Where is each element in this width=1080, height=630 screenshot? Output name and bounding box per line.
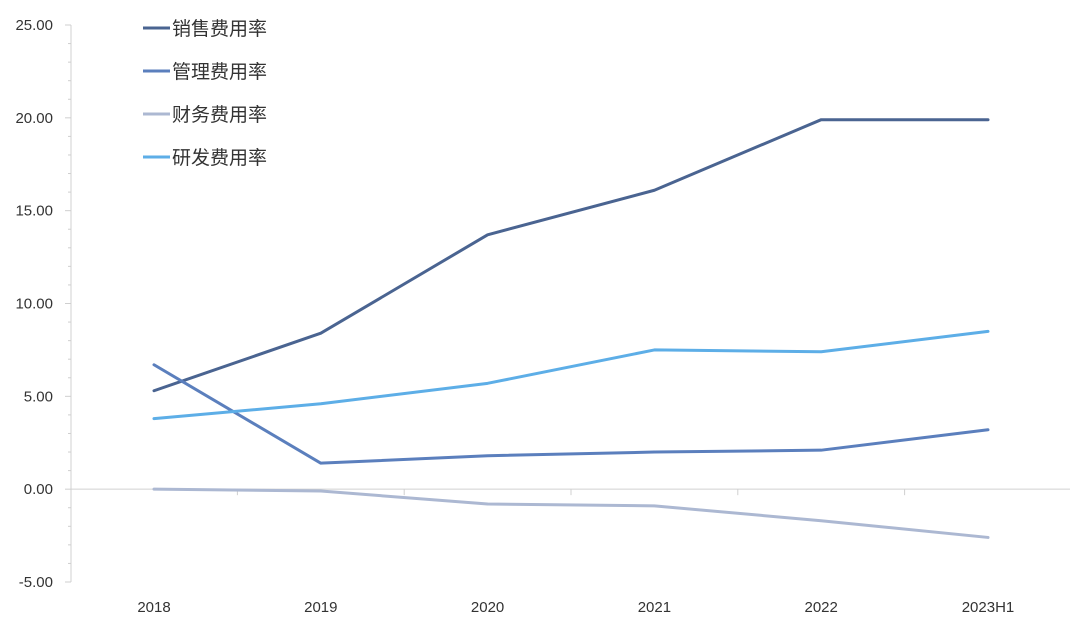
y-tick-label: 10.00 [15,296,53,313]
data-point [653,450,656,454]
data-point [152,417,156,420]
y-tick-label: 20.00 [15,110,53,127]
data-point [653,348,656,352]
data-point [486,233,489,237]
series-line-4 [152,329,990,421]
x-tick-label: 2020 [471,599,504,616]
data-point [319,489,322,493]
legend-label: 研发费用率 [172,147,267,169]
data-point [820,448,823,452]
y-axis-ticks: 25.00 20.00 15.00 10.00 5.00 0.00 -5.00 [15,17,53,591]
data-point [820,519,823,522]
data-point [653,504,656,508]
series-line-2 [152,363,990,465]
data-point [319,461,322,465]
data-point [152,389,156,392]
legend-label: 财务费用率 [172,104,267,126]
series-line-3 [152,487,990,539]
data-point [986,330,990,333]
data-point [486,502,489,506]
legend-label: 销售费用率 [172,18,267,40]
legend-label: 管理费用率 [172,61,267,83]
data-point [986,118,990,121]
data-point [152,363,156,366]
x-tick-label: 2018 [137,599,170,616]
data-point [820,118,823,121]
data-point [319,332,322,335]
y-tick-label: 25.00 [15,17,53,34]
y-tick-label: -5.00 [19,574,53,591]
x-tick-label: 2019 [304,599,337,616]
y-tick-label: 0.00 [24,481,53,498]
y-tick-label: 15.00 [15,203,53,220]
x-axis-ticks: 2018 2019 2020 2021 2022 2023H1 [137,599,1014,616]
x-tick-label: 2021 [638,599,671,616]
data-point [653,189,656,192]
series-line-1 [152,118,990,393]
series-lines [152,118,990,539]
data-point [820,350,823,353]
y-tick-label: 5.00 [24,388,53,405]
data-point [486,382,489,385]
data-point [986,428,990,431]
x-tick-label: 2023H1 [962,599,1015,616]
data-point [986,536,990,539]
x-tick-label: 2022 [805,599,838,616]
data-point [319,402,322,405]
data-point [486,454,489,457]
data-point [152,487,156,491]
